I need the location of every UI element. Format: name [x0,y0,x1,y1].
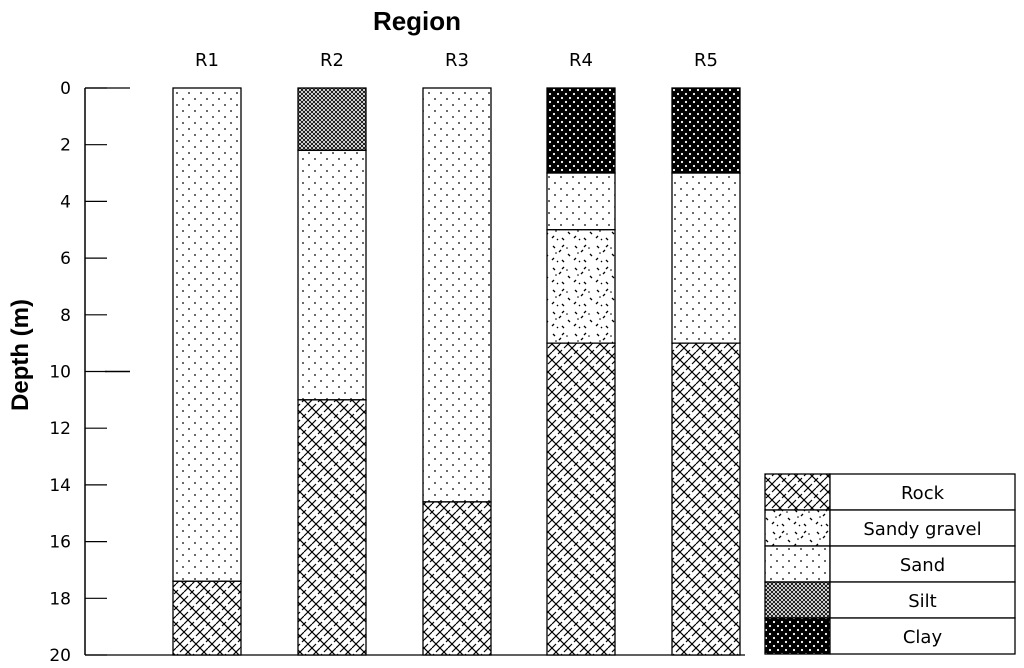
column-r3 [422,87,492,656]
layer-sand [546,172,616,231]
rock-pattern-swatch [764,473,831,511]
silt-pattern-swatch [764,581,831,619]
layer-sand [172,87,242,582]
y-axis-label: Depth (m) [7,299,34,411]
legend-label: Rock [901,483,945,504]
region-labels: R1 R2 R3 R4 R5 [195,50,718,71]
layer-rock [297,399,367,656]
y-axis: 0 2 4 6 8 10 12 14 16 18 20 [49,79,745,666]
columns [172,87,741,656]
legend: Rock Sandy gravel Sand Silt Clay [764,473,1016,655]
y-tick-label: 16 [49,533,71,553]
layer-sand [297,149,367,401]
legend-label-cell [829,509,1016,547]
y-tick-label: 2 [60,136,71,156]
column-r1 [172,87,242,656]
layer-rock [546,342,616,656]
sandy-gravel-pattern-swatch [764,509,831,547]
region-label: R3 [445,50,469,71]
y-tick-label: 12 [49,419,71,439]
chart-title: Region [373,6,461,36]
clay-pattern-swatch [764,617,831,655]
region-label: R1 [195,50,219,71]
legend-label-cell [829,545,1016,583]
legend-label: Sand [900,555,945,576]
column-r5 [671,87,741,656]
layer-sandy-gravel [546,229,616,344]
y-tick-label: 8 [60,306,71,326]
legend-label-cell [829,473,1016,511]
sand-pattern-swatch [764,545,831,583]
y-tick-label: 10 [49,363,71,383]
layer-rock [422,501,492,656]
region-label: R5 [694,50,718,71]
legend-label: Silt [908,591,937,612]
region-label: R2 [320,50,344,71]
layer-rock [172,580,242,656]
legend-label: Sandy gravel [863,519,981,540]
y-tick-label: 20 [49,646,71,666]
column-r2 [297,87,367,656]
legend-label-cell [829,617,1016,655]
legend-label-cell [829,581,1016,619]
y-tick-label: 6 [60,249,71,269]
y-tick-label: 4 [60,192,71,212]
y-tick-label: 0 [60,79,71,99]
y-tick-label: 14 [49,476,71,496]
region-label: R4 [569,50,593,71]
layer-clay [671,87,741,174]
y-tick-label: 18 [49,589,71,609]
layer-silt [297,87,367,152]
layer-clay [546,87,616,174]
column-r4 [546,87,616,656]
layer-rock [671,342,741,656]
layer-sand [671,172,741,344]
legend-label: Clay [903,627,943,648]
layer-sand [422,87,492,503]
